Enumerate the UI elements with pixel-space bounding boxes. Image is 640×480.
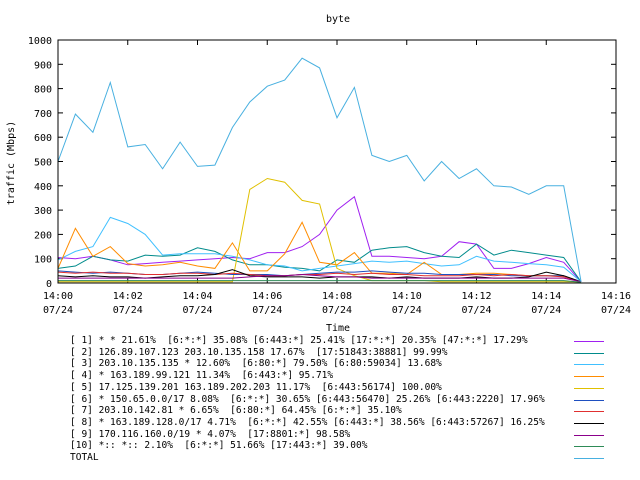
x-tick-label-date: 07/24 bbox=[392, 305, 422, 316]
x-tick-label-time: 14:14 bbox=[531, 291, 561, 302]
y-tick-label: 800 bbox=[34, 85, 52, 96]
y-tick-label: 1000 bbox=[28, 36, 52, 47]
series-line-4 bbox=[57, 221, 582, 283]
series-line-3 bbox=[57, 216, 582, 283]
series-line-11 bbox=[57, 57, 582, 282]
x-tick-label-date: 07/24 bbox=[252, 305, 282, 316]
x-tick-label-date: 07/24 bbox=[531, 305, 561, 316]
y-tick-label: 700 bbox=[34, 109, 52, 120]
x-tick-label-date: 07/24 bbox=[322, 305, 352, 316]
plot-frame bbox=[57, 39, 617, 284]
x-tick-label-time: 14:06 bbox=[252, 291, 282, 302]
y-tick-label: 500 bbox=[34, 158, 52, 169]
y-tick-label: 0 bbox=[46, 279, 52, 290]
x-axis-label: Time bbox=[326, 323, 350, 334]
y-tick-label: 100 bbox=[34, 255, 52, 266]
x-tick-label-date: 07/24 bbox=[182, 305, 212, 316]
x-tick-label-time: 14:00 bbox=[43, 291, 73, 302]
series-group bbox=[57, 57, 582, 283]
x-tick-label-date: 07/24 bbox=[461, 305, 491, 316]
y-tick-label: 900 bbox=[34, 60, 52, 71]
x-tick-label-time: 14:04 bbox=[182, 291, 212, 302]
y-tick-label: 400 bbox=[34, 182, 52, 193]
series-line-9 bbox=[58, 273, 582, 283]
series-line-5 bbox=[58, 177, 582, 283]
y-tick-label: 600 bbox=[34, 133, 52, 144]
y-axis-label: traffic (Mbps) bbox=[6, 121, 17, 205]
axes-group: 0 100 200 300 400 500 600 700 800 900 1000 14:00 07/… bbox=[28, 36, 631, 316]
x-tick-label-date: 07/24 bbox=[113, 305, 143, 316]
y-tick-label: 300 bbox=[34, 206, 52, 217]
x-tick-label-time: 14:10 bbox=[392, 291, 422, 302]
x-tick-label-date: 07/24 bbox=[43, 305, 73, 316]
x-tick-label-time: 14:02 bbox=[113, 291, 143, 302]
series-line-2 bbox=[57, 243, 582, 283]
chart-title: byte bbox=[326, 14, 350, 25]
x-tick-label-time: 14:08 bbox=[322, 291, 352, 302]
series-line-10 bbox=[58, 280, 582, 283]
series-line-7 bbox=[57, 271, 582, 283]
x-tick-label-date: 07/24 bbox=[601, 305, 631, 316]
x-tick-label-time: 14:12 bbox=[461, 291, 491, 302]
y-tick-label: 200 bbox=[34, 230, 52, 241]
x-tick-label-time: 14:16 bbox=[601, 291, 631, 302]
series-line-1 bbox=[57, 195, 582, 283]
